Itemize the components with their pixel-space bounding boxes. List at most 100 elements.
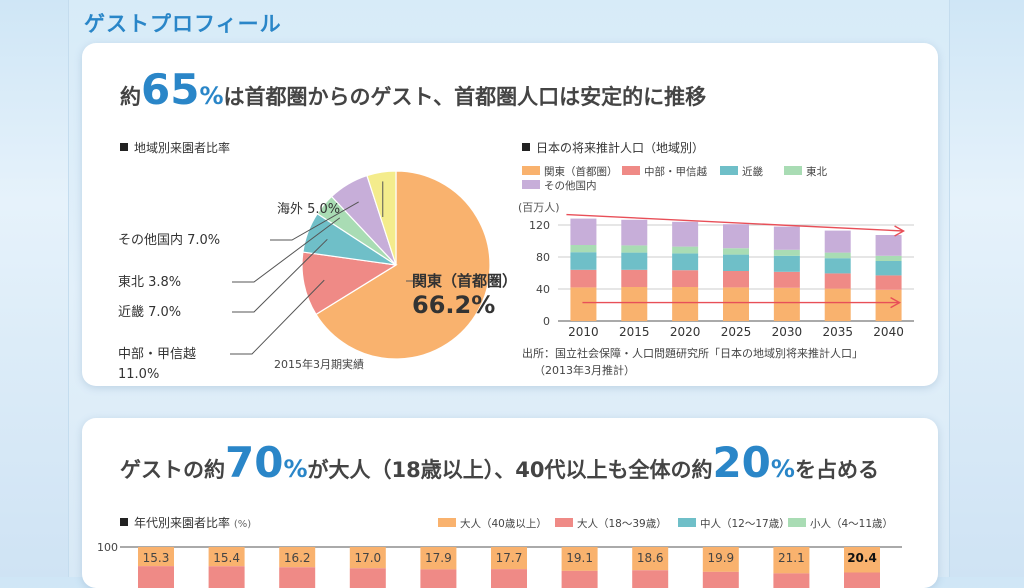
bar-segment — [672, 253, 698, 270]
pie-slice-label: 海外 5.0% — [277, 202, 340, 217]
bar-segment — [672, 287, 698, 321]
bar-segment — [138, 566, 174, 588]
page-title: ゲストプロフィール — [84, 8, 282, 38]
y-tick-label: 120 — [529, 219, 550, 232]
headline-big-number-2: 20 — [712, 438, 770, 487]
legend-item: 東北 — [784, 164, 827, 179]
data-label: 15.3 — [143, 551, 170, 565]
bar-segment — [621, 245, 647, 252]
pie-slice-label: 東北 3.8% — [118, 274, 181, 290]
pie-note: 2015年3月期実績 — [274, 356, 364, 372]
legend-item: 小人（4〜11歳） — [788, 516, 893, 531]
pie-slice-value: 11.0% — [118, 367, 159, 382]
legend-swatch — [522, 180, 540, 189]
bar-segment — [774, 227, 800, 250]
bar-segment — [773, 573, 809, 588]
headline-prefix: 約 — [120, 85, 141, 109]
data-label: 21.1 — [778, 551, 805, 565]
legend-label: 関東（首都圏） — [544, 166, 618, 178]
legend-swatch — [784, 166, 802, 175]
bar-segment — [209, 566, 245, 588]
bar-segment — [570, 245, 596, 252]
bar-segment — [844, 573, 880, 588]
headline-percent-2: % — [771, 455, 795, 483]
legend-item: 中部・甲信越 — [622, 164, 707, 179]
region-headline: 約65%は首都圏からのゲスト、首都圏人口は安定的に推移 — [120, 65, 706, 114]
bar-segment — [825, 273, 851, 288]
data-label: 19.9 — [707, 551, 734, 565]
legend-swatch — [438, 518, 456, 527]
x-tick-label: 2015 — [619, 325, 650, 339]
legend-label: 大人（40歳以上） — [460, 518, 547, 530]
bar-segment — [562, 571, 598, 588]
bar-segment — [723, 224, 749, 248]
data-label: 17.0 — [354, 551, 381, 565]
y-tick-label: 80 — [536, 251, 550, 264]
x-tick-label: 2025 — [721, 325, 752, 339]
legend-swatch — [522, 166, 540, 175]
x-tick-label: 2035 — [822, 325, 853, 339]
data-label: 19.1 — [566, 551, 593, 565]
bar-segment — [876, 235, 902, 256]
legend-item: 近畿 — [720, 164, 763, 179]
bar-segment — [672, 247, 698, 254]
pie-slice-label: その他国内 7.0% — [118, 232, 220, 248]
bar-segment — [570, 252, 596, 270]
x-tick-label: 2040 — [873, 325, 904, 339]
data-label: 18.6 — [637, 551, 664, 565]
y-tick-label: 100 — [97, 541, 118, 554]
source-line-2: （2013年3月推計） — [534, 362, 635, 378]
legend-label: 大人（18〜39歳） — [577, 518, 667, 530]
headline-text: は首都圏からのゲスト、首都圏人口は安定的に推移 — [224, 85, 707, 109]
y-tick-label: 0 — [543, 315, 550, 328]
data-label: 20.4 — [847, 551, 877, 565]
x-tick-label: 2020 — [670, 325, 701, 339]
bar-segment — [491, 569, 527, 588]
bar-segment — [621, 253, 647, 270]
legend-item: その他国内 — [522, 178, 597, 193]
x-tick-label: 2030 — [772, 325, 803, 339]
bar-segment — [825, 253, 851, 259]
bar-segment — [825, 289, 851, 321]
pie-label-group: 関東（首都圏）66.2% — [406, 272, 517, 319]
data-label: 15.4 — [213, 551, 240, 565]
headline-text-post: を占める — [795, 458, 879, 482]
bar-segment — [570, 287, 596, 321]
headline-prefix: ゲストの約 — [120, 458, 225, 482]
bar-segment — [570, 219, 596, 245]
bar-segment — [621, 270, 647, 287]
pie-slice-label: 近畿 7.0% — [118, 305, 181, 320]
pie-slice-label: 中部・甲信越 — [118, 347, 196, 362]
source-line-1: 出所：国立社会保障・人口問題研究所「日本の地域別将来推計人口」 — [522, 345, 863, 361]
bar-segment — [723, 255, 749, 271]
bar-segment — [723, 271, 749, 287]
bar-segment — [621, 220, 647, 246]
data-label: 17.9 — [425, 551, 452, 565]
bar-segment — [621, 287, 647, 321]
bar-segment — [774, 250, 800, 256]
legend-label: 東北 — [806, 166, 827, 178]
bar-segment — [632, 570, 668, 588]
headline-text-mid: が大人（18歳以上）、40代以上も全体の約 — [308, 458, 713, 482]
legend-item: 関東（首都圏） — [522, 164, 618, 179]
bar-segment — [279, 567, 315, 588]
bar-segment — [570, 270, 596, 288]
legend-label: その他国内 — [544, 180, 597, 192]
region-pie-chart: 関東（首都圏）66.2% 中部・甲信越 11.0% 近畿 7.0% 東北 3.8% その他… — [82, 153, 522, 383]
bar-segment — [723, 248, 749, 254]
bar-segment — [876, 290, 902, 321]
x-tick-label: 2010 — [568, 325, 599, 339]
legend-swatch — [788, 518, 806, 527]
headline-big-number: 65 — [141, 65, 199, 114]
bar-section-label: 日本の将来推計人口（地域別） — [522, 139, 704, 156]
bar-segment — [420, 569, 456, 588]
legend-label: 小人（4〜11歳） — [810, 518, 893, 530]
bar-segment — [876, 256, 902, 261]
legend-label: 近畿 — [742, 166, 763, 178]
legend-item: 中人（12〜17歳） — [678, 516, 790, 531]
bar-segment — [774, 256, 800, 272]
data-label: 17.7 — [496, 551, 523, 565]
bar-segment — [876, 275, 902, 289]
